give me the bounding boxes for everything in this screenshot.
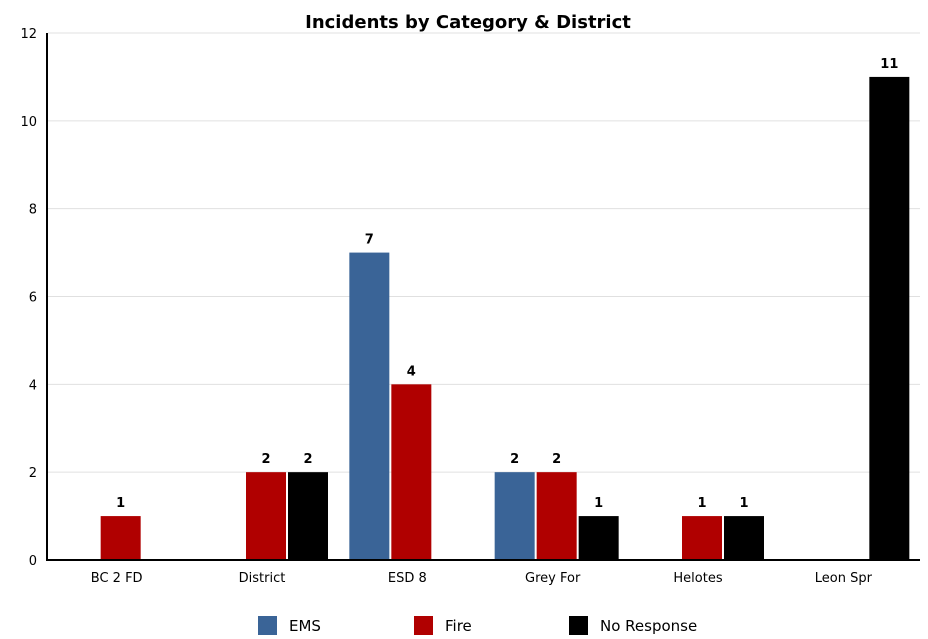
legend-swatch [258, 616, 277, 635]
legend-swatch [414, 616, 433, 635]
data-label: 1 [116, 496, 125, 511]
data-label: 7 [365, 233, 374, 248]
legend: EMS Fire No Response [258, 616, 697, 635]
bar-no-response [724, 516, 764, 560]
data-label: 2 [261, 452, 270, 467]
x-axis-ticks: BC 2 FD District ESD 8 Grey For Helotes Leon … [91, 571, 873, 586]
legend-label: Fire [445, 617, 472, 635]
bar-ems [494, 472, 535, 560]
bars [100, 76, 910, 561]
y-axis-ticks: 0 2 4 6 8 10 12 [20, 27, 37, 569]
data-label: 2 [510, 452, 519, 467]
x-tick-label: Leon Spr [815, 571, 873, 586]
bar-fire [682, 516, 722, 560]
y-tick-label: 10 [20, 115, 37, 130]
data-label: 11 [880, 57, 898, 72]
bar-no-response [869, 76, 910, 561]
bar-fire [246, 472, 286, 560]
data-label: 1 [594, 496, 603, 511]
bar-no-response [288, 472, 328, 560]
data-label: 2 [303, 452, 312, 467]
x-tick-label: Grey For [525, 571, 581, 586]
legend-label: No Response [600, 617, 697, 635]
x-tick-label: ESD 8 [388, 571, 427, 586]
bar-fire [536, 472, 577, 560]
y-tick-label: 12 [20, 27, 37, 42]
bar-fire [100, 516, 141, 560]
data-label: 4 [407, 364, 416, 379]
legend-swatch [569, 616, 588, 635]
bar-ems [349, 252, 390, 561]
y-tick-label: 2 [29, 466, 37, 481]
y-tick-label: 0 [29, 554, 37, 569]
x-tick-label: Helotes [673, 571, 722, 586]
y-tick-label: 6 [29, 291, 37, 306]
gridlines [48, 32, 920, 473]
data-label: 1 [697, 496, 706, 511]
y-tick-label: 4 [29, 378, 37, 393]
legend-label: EMS [289, 617, 321, 635]
bar-no-response [578, 516, 619, 560]
x-tick-label: District [239, 571, 286, 586]
bar-fire [391, 384, 432, 560]
x-tick-label: BC 2 FD [91, 571, 143, 586]
y-tick-label: 8 [29, 203, 37, 218]
data-label: 2 [552, 452, 561, 467]
data-label: 1 [739, 496, 748, 511]
chart-title: Incidents by Category & District [305, 12, 631, 33]
